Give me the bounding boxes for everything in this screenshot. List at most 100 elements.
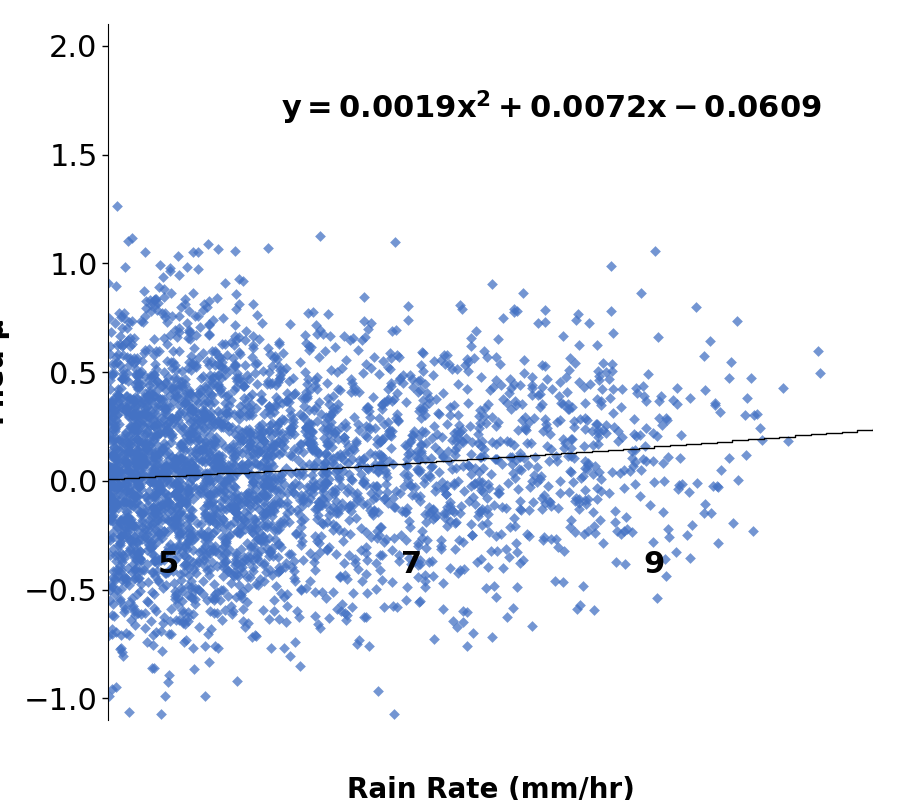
Point xyxy=(236,566,250,578)
Point xyxy=(112,418,126,430)
Point xyxy=(136,527,150,540)
Point xyxy=(562,486,576,498)
Point xyxy=(158,486,172,499)
Point xyxy=(331,398,346,410)
Point xyxy=(212,358,226,371)
Point xyxy=(519,436,534,449)
Point xyxy=(172,345,186,358)
Point xyxy=(182,569,196,582)
Point xyxy=(455,434,470,447)
Point xyxy=(374,449,389,462)
Point xyxy=(133,467,148,480)
Point xyxy=(669,546,683,558)
Point xyxy=(231,526,246,539)
Point xyxy=(144,463,158,476)
Point xyxy=(526,411,541,424)
Point xyxy=(400,502,415,514)
Point xyxy=(372,529,386,542)
Point xyxy=(131,370,146,383)
Point xyxy=(117,261,131,274)
Point xyxy=(207,439,221,452)
Point xyxy=(126,485,140,498)
Point xyxy=(412,595,427,608)
Point xyxy=(403,557,418,570)
Point xyxy=(262,407,276,420)
Point xyxy=(272,538,286,550)
Point xyxy=(523,481,537,494)
Point xyxy=(651,330,665,343)
Point xyxy=(128,473,142,486)
Point xyxy=(402,514,417,527)
Point xyxy=(131,526,146,538)
Point xyxy=(192,433,206,446)
Point xyxy=(156,477,170,490)
Point xyxy=(112,407,127,420)
Point xyxy=(103,434,117,446)
Point xyxy=(672,452,687,465)
Point xyxy=(369,557,383,570)
Point xyxy=(218,556,232,569)
Point xyxy=(263,378,277,391)
Point xyxy=(137,346,151,359)
Point xyxy=(163,401,177,414)
Point xyxy=(374,399,389,412)
Point xyxy=(127,450,141,462)
Point xyxy=(122,315,136,328)
Point xyxy=(581,525,596,538)
Point xyxy=(302,458,316,471)
Point xyxy=(187,598,202,611)
Point xyxy=(246,342,260,354)
Point xyxy=(158,496,173,509)
Point xyxy=(134,578,148,590)
Point xyxy=(146,520,160,533)
Point xyxy=(155,498,169,510)
Point xyxy=(413,558,428,570)
Point xyxy=(176,422,191,434)
Point xyxy=(107,501,122,514)
Point xyxy=(489,438,503,450)
Point xyxy=(272,561,286,574)
Point xyxy=(130,376,144,389)
Point xyxy=(634,286,649,299)
Point xyxy=(249,551,264,564)
Point xyxy=(536,425,550,438)
Point xyxy=(163,615,177,628)
Point xyxy=(107,403,122,416)
Point xyxy=(198,507,212,520)
Point xyxy=(416,346,430,359)
Point xyxy=(116,363,130,376)
Point xyxy=(304,442,319,455)
Point xyxy=(437,506,452,519)
Point xyxy=(159,384,174,397)
Point xyxy=(139,302,153,314)
Point xyxy=(179,558,194,571)
Point xyxy=(135,413,149,426)
Point xyxy=(292,507,306,520)
Point xyxy=(171,483,185,496)
Point xyxy=(304,340,319,353)
Point xyxy=(473,552,488,565)
Point xyxy=(202,369,217,382)
Point xyxy=(328,341,342,354)
Point xyxy=(284,547,299,560)
Point xyxy=(230,494,244,507)
Point xyxy=(104,583,118,596)
Point xyxy=(564,433,579,446)
Point xyxy=(111,389,125,402)
Point xyxy=(343,499,357,512)
Point xyxy=(146,628,160,641)
Point xyxy=(220,562,235,575)
Point xyxy=(112,382,126,395)
Point xyxy=(505,458,519,471)
Point xyxy=(114,555,129,568)
Point xyxy=(292,478,306,491)
Point xyxy=(639,455,653,468)
Point xyxy=(375,433,390,446)
Point xyxy=(472,417,487,430)
Point xyxy=(460,606,474,618)
Point xyxy=(113,538,128,551)
Point xyxy=(572,338,587,351)
Point xyxy=(237,391,251,404)
Point xyxy=(359,478,374,491)
Point xyxy=(170,373,184,386)
